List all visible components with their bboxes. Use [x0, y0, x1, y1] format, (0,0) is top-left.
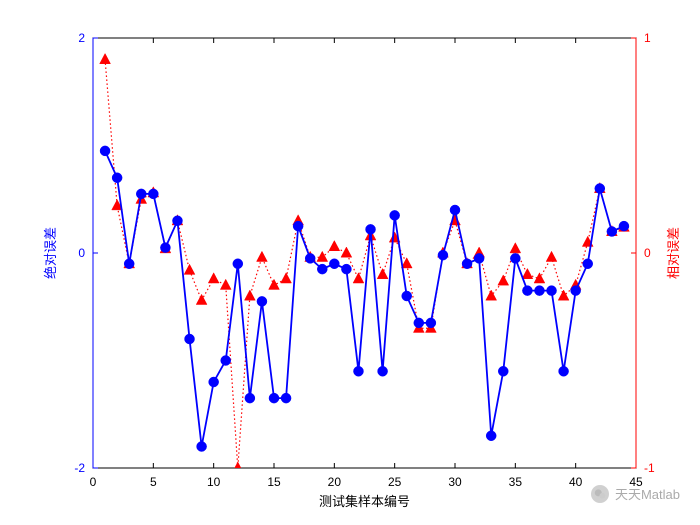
absolute-error-marker — [305, 253, 315, 263]
absolute-error-marker — [281, 393, 291, 403]
x-axis-label: 测试集样本编号 — [319, 494, 410, 509]
relative-error-marker — [269, 279, 280, 289]
absolute-error-marker — [438, 250, 448, 260]
y-right-tick-label: 0 — [644, 246, 651, 260]
absolute-error-marker — [233, 259, 243, 269]
absolute-error-marker — [414, 318, 424, 328]
x-tick-label: 15 — [267, 475, 281, 489]
y-right-axis-label: 相对误差 — [666, 227, 681, 279]
y-right-tick-label: 1 — [644, 31, 651, 45]
relative-error-marker — [353, 273, 364, 283]
absolute-error-marker — [522, 286, 532, 296]
error-chart: 051015202530354045-202-101测试集样本编号绝对误差相对误… — [0, 0, 700, 525]
relative-error-line — [105, 60, 624, 469]
x-tick-label: 0 — [90, 475, 97, 489]
watermark: 天天Matlab — [591, 484, 680, 503]
relative-error-marker — [244, 290, 255, 300]
absolute-error-line — [105, 151, 624, 447]
relative-error-marker — [377, 269, 388, 279]
absolute-error-marker — [559, 366, 569, 376]
absolute-error-marker — [221, 356, 231, 366]
relative-error-marker — [184, 264, 195, 274]
relative-error-marker — [510, 243, 521, 253]
relative-error-marker — [196, 294, 207, 304]
absolute-error-marker — [209, 377, 219, 387]
absolute-error-marker — [293, 221, 303, 231]
absolute-error-marker — [402, 291, 412, 301]
absolute-error-marker — [257, 296, 267, 306]
relative-error-marker — [522, 269, 533, 279]
relative-error-marker — [281, 273, 292, 283]
relative-error-marker — [257, 251, 268, 261]
x-tick-label: 10 — [207, 475, 221, 489]
y-right-tick-label: -1 — [644, 461, 655, 475]
absolute-error-marker — [366, 224, 376, 234]
absolute-error-marker — [197, 442, 207, 452]
wechat-icon — [591, 485, 609, 503]
absolute-error-marker — [136, 189, 146, 199]
absolute-error-marker — [353, 366, 363, 376]
absolute-error-marker — [426, 318, 436, 328]
absolute-error-marker — [100, 146, 110, 156]
absolute-error-marker — [317, 264, 327, 274]
absolute-error-marker — [534, 286, 544, 296]
absolute-error-marker — [462, 259, 472, 269]
absolute-error-marker — [124, 259, 134, 269]
absolute-error-marker — [160, 243, 170, 253]
x-tick-label: 25 — [388, 475, 402, 489]
y-left-axis-label: 绝对误差 — [43, 227, 58, 279]
relative-error-marker — [232, 462, 243, 472]
relative-error-marker — [341, 247, 352, 257]
x-tick-label: 5 — [150, 475, 157, 489]
absolute-error-marker — [607, 227, 617, 237]
absolute-error-marker — [378, 366, 388, 376]
absolute-error-marker — [450, 205, 460, 215]
absolute-error-marker — [245, 393, 255, 403]
absolute-error-marker — [619, 221, 629, 231]
relative-error-marker — [317, 251, 328, 261]
watermark-text: 天天Matlab — [615, 484, 680, 503]
absolute-error-marker — [595, 184, 605, 194]
x-tick-label: 20 — [328, 475, 342, 489]
y-left-tick-label: 0 — [78, 246, 85, 260]
absolute-error-marker — [269, 393, 279, 403]
relative-error-marker — [498, 275, 509, 285]
absolute-error-marker — [185, 334, 195, 344]
absolute-error-marker — [172, 216, 182, 226]
absolute-error-marker — [329, 259, 339, 269]
relative-error-marker — [208, 273, 219, 283]
y-left-tick-label: 2 — [78, 31, 85, 45]
absolute-error-marker — [510, 253, 520, 263]
relative-error-marker — [220, 279, 231, 289]
absolute-error-marker — [148, 189, 158, 199]
x-tick-label: 40 — [569, 475, 583, 489]
relative-error-marker — [546, 251, 557, 261]
relative-error-marker — [486, 290, 497, 300]
absolute-error-marker — [390, 210, 400, 220]
x-tick-label: 30 — [448, 475, 462, 489]
relative-error-marker — [558, 290, 569, 300]
absolute-error-marker — [486, 431, 496, 441]
absolute-error-marker — [583, 259, 593, 269]
relative-error-marker — [100, 54, 111, 64]
absolute-error-marker — [571, 286, 581, 296]
absolute-error-marker — [341, 264, 351, 274]
absolute-error-marker — [498, 366, 508, 376]
absolute-error-marker — [547, 286, 557, 296]
y-left-tick-label: -2 — [74, 461, 85, 475]
absolute-error-marker — [112, 173, 122, 183]
absolute-error-marker — [474, 253, 484, 263]
relative-error-marker — [329, 241, 340, 251]
x-tick-label: 35 — [509, 475, 523, 489]
